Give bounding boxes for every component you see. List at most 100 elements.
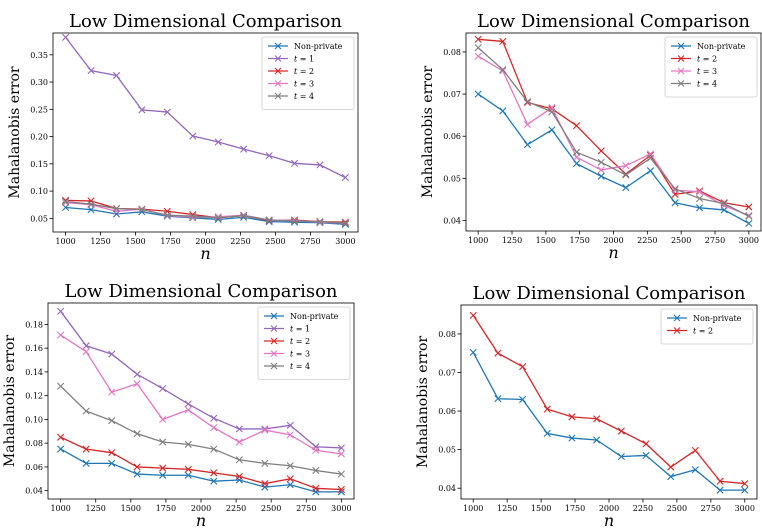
- data-point: [474, 44, 482, 52]
- x-tick-label: 1000: [463, 504, 483, 513]
- data-point: [82, 407, 90, 415]
- data-point: [341, 173, 349, 182]
- data-point: [519, 395, 527, 404]
- data-point: [617, 452, 625, 461]
- legend-swatch-marker: [270, 350, 278, 357]
- legend-label: t = 3: [294, 80, 314, 89]
- data-point: [261, 426, 269, 434]
- data-point: [112, 71, 121, 80]
- data-point: [286, 421, 294, 429]
- data-point: [286, 431, 294, 439]
- series-1: [474, 90, 753, 228]
- chart-panel-3: Low Dimensional Comparison 1000 1250 1500 17…: [2, 281, 355, 529]
- legend-item: Non-private: [268, 42, 343, 51]
- data-point: [622, 162, 630, 170]
- series-2: [474, 35, 753, 211]
- data-point: [646, 167, 655, 175]
- data-point: [133, 380, 141, 388]
- series-line: [60, 310, 342, 449]
- data-point: [240, 145, 248, 153]
- data-point: [593, 436, 601, 444]
- data-point: [235, 425, 243, 433]
- legend-box: [257, 306, 351, 380]
- legend-swatch-marker: [274, 80, 282, 87]
- data-point: [214, 213, 222, 221]
- data-point: [695, 194, 704, 203]
- data-point: [716, 486, 724, 494]
- data-point: [62, 198, 70, 207]
- data-point: [159, 415, 167, 424]
- legend-item: t = 1: [268, 55, 314, 64]
- data-point: [261, 459, 269, 467]
- legend-swatch-marker: [274, 55, 282, 62]
- data-point: [112, 210, 121, 218]
- legend-swatch-marker: [673, 327, 681, 334]
- x-tick-label: 2500: [261, 504, 281, 513]
- x-axis-label: n: [608, 243, 618, 262]
- y-tick-label: 0.04: [443, 216, 461, 225]
- y-tick-label: 0.08: [438, 330, 456, 339]
- data-point: [597, 172, 605, 180]
- data-point: [337, 485, 345, 494]
- data-point: [108, 350, 116, 358]
- data-point: [572, 160, 581, 168]
- series-line: [472, 352, 745, 491]
- data-point: [210, 469, 218, 477]
- x-tick-label: 1750: [565, 504, 585, 513]
- x-tick-label: 2500: [671, 236, 691, 245]
- x-tick-label: 3000: [739, 236, 759, 245]
- data-point: [235, 438, 243, 446]
- legend-label: t = 2: [693, 327, 713, 336]
- y-tick-label: 0.05: [30, 214, 48, 223]
- legend-swatch-marker: [673, 314, 681, 322]
- y-tick-label: 0.15: [30, 160, 48, 169]
- data-point: [597, 147, 605, 155]
- series-line: [477, 55, 750, 217]
- series-line: [477, 47, 750, 217]
- y-axis-label: Mahalanobis error: [420, 66, 436, 198]
- y-tick-label: 0.05: [438, 446, 456, 455]
- data-point: [474, 52, 482, 60]
- y-tick-label: 0.10: [25, 415, 43, 424]
- chart-title: Low Dimensional Comparison: [64, 281, 337, 302]
- data-point: [572, 153, 581, 161]
- data-point: [691, 446, 699, 454]
- legend-item: t = 3: [671, 67, 717, 76]
- data-point: [316, 218, 324, 226]
- x-tick-label: 2500: [265, 237, 285, 246]
- chart-title: Low Dimensional Comparison: [69, 11, 342, 32]
- data-point: [210, 414, 218, 422]
- data-point: [290, 159, 299, 167]
- data-point: [87, 67, 95, 75]
- data-point: [622, 170, 630, 178]
- series-3: [57, 433, 345, 494]
- data-point: [214, 138, 222, 146]
- data-point: [210, 477, 218, 485]
- x-tick-label: 1250: [497, 504, 517, 513]
- y-tick-label: 0.35: [30, 51, 48, 60]
- legend: Non-private t = 2: [660, 308, 754, 345]
- data-point: [667, 473, 675, 481]
- data-point: [597, 166, 605, 174]
- legend-item: t = 1: [264, 325, 310, 334]
- data-point: [163, 108, 171, 116]
- legend-label: t = 1: [294, 55, 314, 64]
- legend-swatch-marker: [677, 42, 685, 50]
- data-point: [57, 307, 65, 315]
- y-tick-label: 0.05: [443, 174, 461, 183]
- data-point: [667, 463, 675, 471]
- x-tick-label: 1750: [160, 237, 180, 246]
- x-tick-label: 2750: [300, 237, 320, 246]
- data-point: [671, 186, 679, 194]
- legend-item: t = 3: [264, 350, 310, 359]
- y-tick-label: 0.18: [25, 320, 43, 329]
- data-point: [184, 400, 192, 408]
- data-point: [543, 429, 551, 438]
- legend-item: t = 2: [264, 337, 310, 346]
- x-tick-label: 2750: [296, 504, 316, 513]
- data-point: [214, 214, 222, 222]
- x-tick-label: 3000: [735, 504, 755, 513]
- legend-label: Non-private: [697, 42, 746, 51]
- x-tick-label: 1750: [569, 236, 589, 245]
- series-3: [474, 52, 753, 220]
